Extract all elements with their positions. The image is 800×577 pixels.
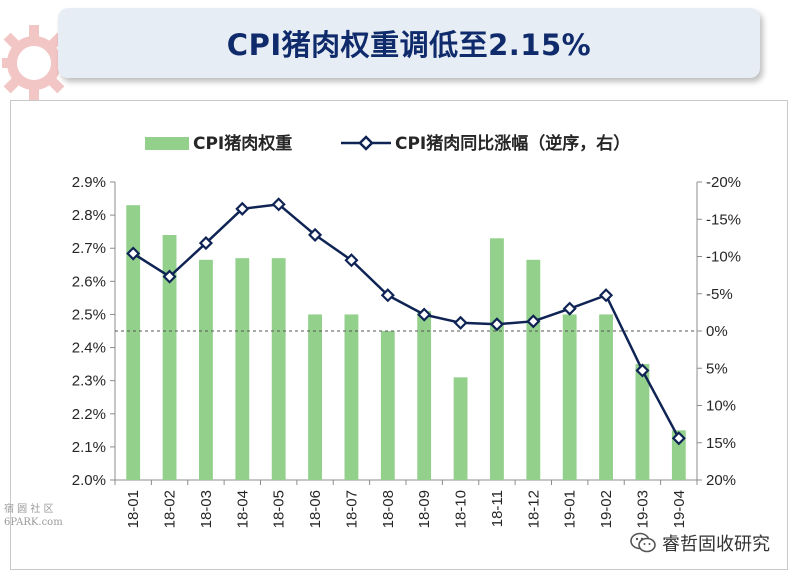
line-point bbox=[198, 236, 213, 251]
x-tick-label: 18-05 bbox=[271, 490, 288, 528]
right-tick-label: 10% bbox=[706, 398, 736, 415]
x-tick-label: 18-12 bbox=[525, 490, 542, 528]
line-point bbox=[308, 227, 323, 242]
left-tick-label: 2.2% bbox=[72, 406, 106, 423]
bar bbox=[526, 259, 541, 480]
right-tick-label: 5% bbox=[706, 360, 728, 377]
left-tick-label: 2.7% bbox=[72, 240, 106, 257]
bar bbox=[453, 377, 468, 480]
chart-svg: CPI猪肉权重 CPI猪肉同比涨幅（逆序，右） 2.0% 2.1% 2.2% 2.3%… bbox=[72, 133, 741, 528]
watermark-left-line2: 6PARK.com bbox=[4, 517, 63, 528]
bar bbox=[308, 314, 322, 480]
bar bbox=[562, 314, 577, 480]
right-tick-label: -5% bbox=[706, 286, 733, 303]
watermark-right-text: 睿哲固收研究 bbox=[662, 534, 770, 555]
line-point bbox=[126, 246, 141, 261]
right-tick-label: -15% bbox=[706, 211, 741, 228]
line-point bbox=[417, 307, 432, 322]
bar bbox=[162, 234, 177, 480]
right-tick-label: -20% bbox=[706, 174, 741, 191]
line-point bbox=[453, 315, 468, 330]
line-point bbox=[162, 269, 177, 284]
x-tick-label: 18-01 bbox=[125, 490, 142, 528]
x-tick-label: 18-06 bbox=[307, 490, 324, 528]
right-tick-label: 0% bbox=[706, 323, 728, 340]
bar bbox=[490, 238, 504, 480]
bar bbox=[271, 258, 286, 480]
legend: CPI猪肉权重 CPI猪肉同比涨幅（逆序，右） bbox=[145, 133, 630, 154]
right-tick-label: 15% bbox=[706, 435, 736, 452]
line-point bbox=[489, 317, 504, 332]
legend-bar-swatch bbox=[145, 137, 189, 150]
watermark-right: 睿哲固收研究 bbox=[630, 530, 770, 556]
line-point bbox=[271, 197, 286, 212]
x-tick-label: 18-11 bbox=[489, 490, 506, 527]
left-tick-label: 2.6% bbox=[72, 273, 106, 290]
x-tick-label: 18-10 bbox=[453, 490, 470, 528]
line-point bbox=[635, 363, 650, 378]
x-tick-label: 19-02 bbox=[598, 490, 615, 528]
title-banner: CPI猪肉权重调低至2.15% bbox=[58, 8, 760, 78]
left-tick-label: 2.3% bbox=[72, 373, 106, 390]
x-tick-label: 18-02 bbox=[162, 490, 179, 528]
left-tick-label: 2.9% bbox=[72, 174, 106, 191]
x-tick-label: 19-04 bbox=[671, 490, 688, 528]
chart-title: CPI猪肉权重调低至2.15% bbox=[226, 28, 592, 62]
right-tick-label: -10% bbox=[706, 249, 741, 266]
bar bbox=[199, 259, 213, 480]
line-series bbox=[132, 203, 680, 439]
line-point bbox=[380, 288, 395, 303]
wechat-icon bbox=[630, 532, 656, 553]
line-point bbox=[562, 301, 577, 316]
watermark-left-line1: 宿 圆 社 区 bbox=[4, 504, 54, 515]
chart-frame: CPI猪肉权重 CPI猪肉同比涨幅（逆序，右） 2.0% 2.1% 2.2% 2.3%… bbox=[10, 100, 788, 570]
legend-bar-label: CPI猪肉权重 bbox=[193, 133, 292, 154]
left-tick-label: 2.0% bbox=[72, 472, 106, 489]
plot-area: 2.0% 2.1% 2.2% 2.3% 2.4% 2.5% 2.6% 2.7% 2.8% 2.9%… bbox=[72, 174, 741, 528]
line-point bbox=[235, 201, 250, 216]
watermark-left: 宿 圆 社 区 6PARK.com bbox=[4, 503, 84, 529]
line-point bbox=[344, 253, 359, 268]
left-tick-label: 2.5% bbox=[72, 306, 106, 323]
bar bbox=[235, 258, 250, 480]
x-tick-label: 19-01 bbox=[562, 490, 579, 528]
x-tick-label: 19-03 bbox=[634, 490, 651, 528]
line-point bbox=[599, 288, 614, 303]
bar bbox=[126, 205, 141, 480]
line-point bbox=[671, 431, 686, 446]
x-tick-label: 18-03 bbox=[198, 490, 215, 528]
left-tick-label: 2.1% bbox=[72, 439, 106, 456]
legend-line-marker bbox=[358, 135, 374, 151]
line-point bbox=[526, 314, 541, 329]
legend-line-label: CPI猪肉同比涨幅（逆序，右） bbox=[395, 133, 630, 154]
left-tick-label: 2.4% bbox=[72, 340, 106, 357]
left-tick-label: 2.8% bbox=[72, 207, 106, 224]
bar bbox=[635, 364, 650, 480]
bar bbox=[671, 430, 686, 480]
right-tick-label: 20% bbox=[706, 472, 736, 489]
bar bbox=[599, 314, 613, 480]
bar bbox=[417, 311, 432, 480]
x-tick-label: 18-09 bbox=[416, 490, 433, 528]
x-tick-label: 18-08 bbox=[380, 490, 397, 528]
x-tick-label: 18-04 bbox=[234, 490, 251, 528]
gear-icon bbox=[2, 25, 66, 101]
bar bbox=[344, 314, 359, 480]
x-tick-label: 18-07 bbox=[343, 490, 360, 528]
bar bbox=[380, 331, 395, 480]
